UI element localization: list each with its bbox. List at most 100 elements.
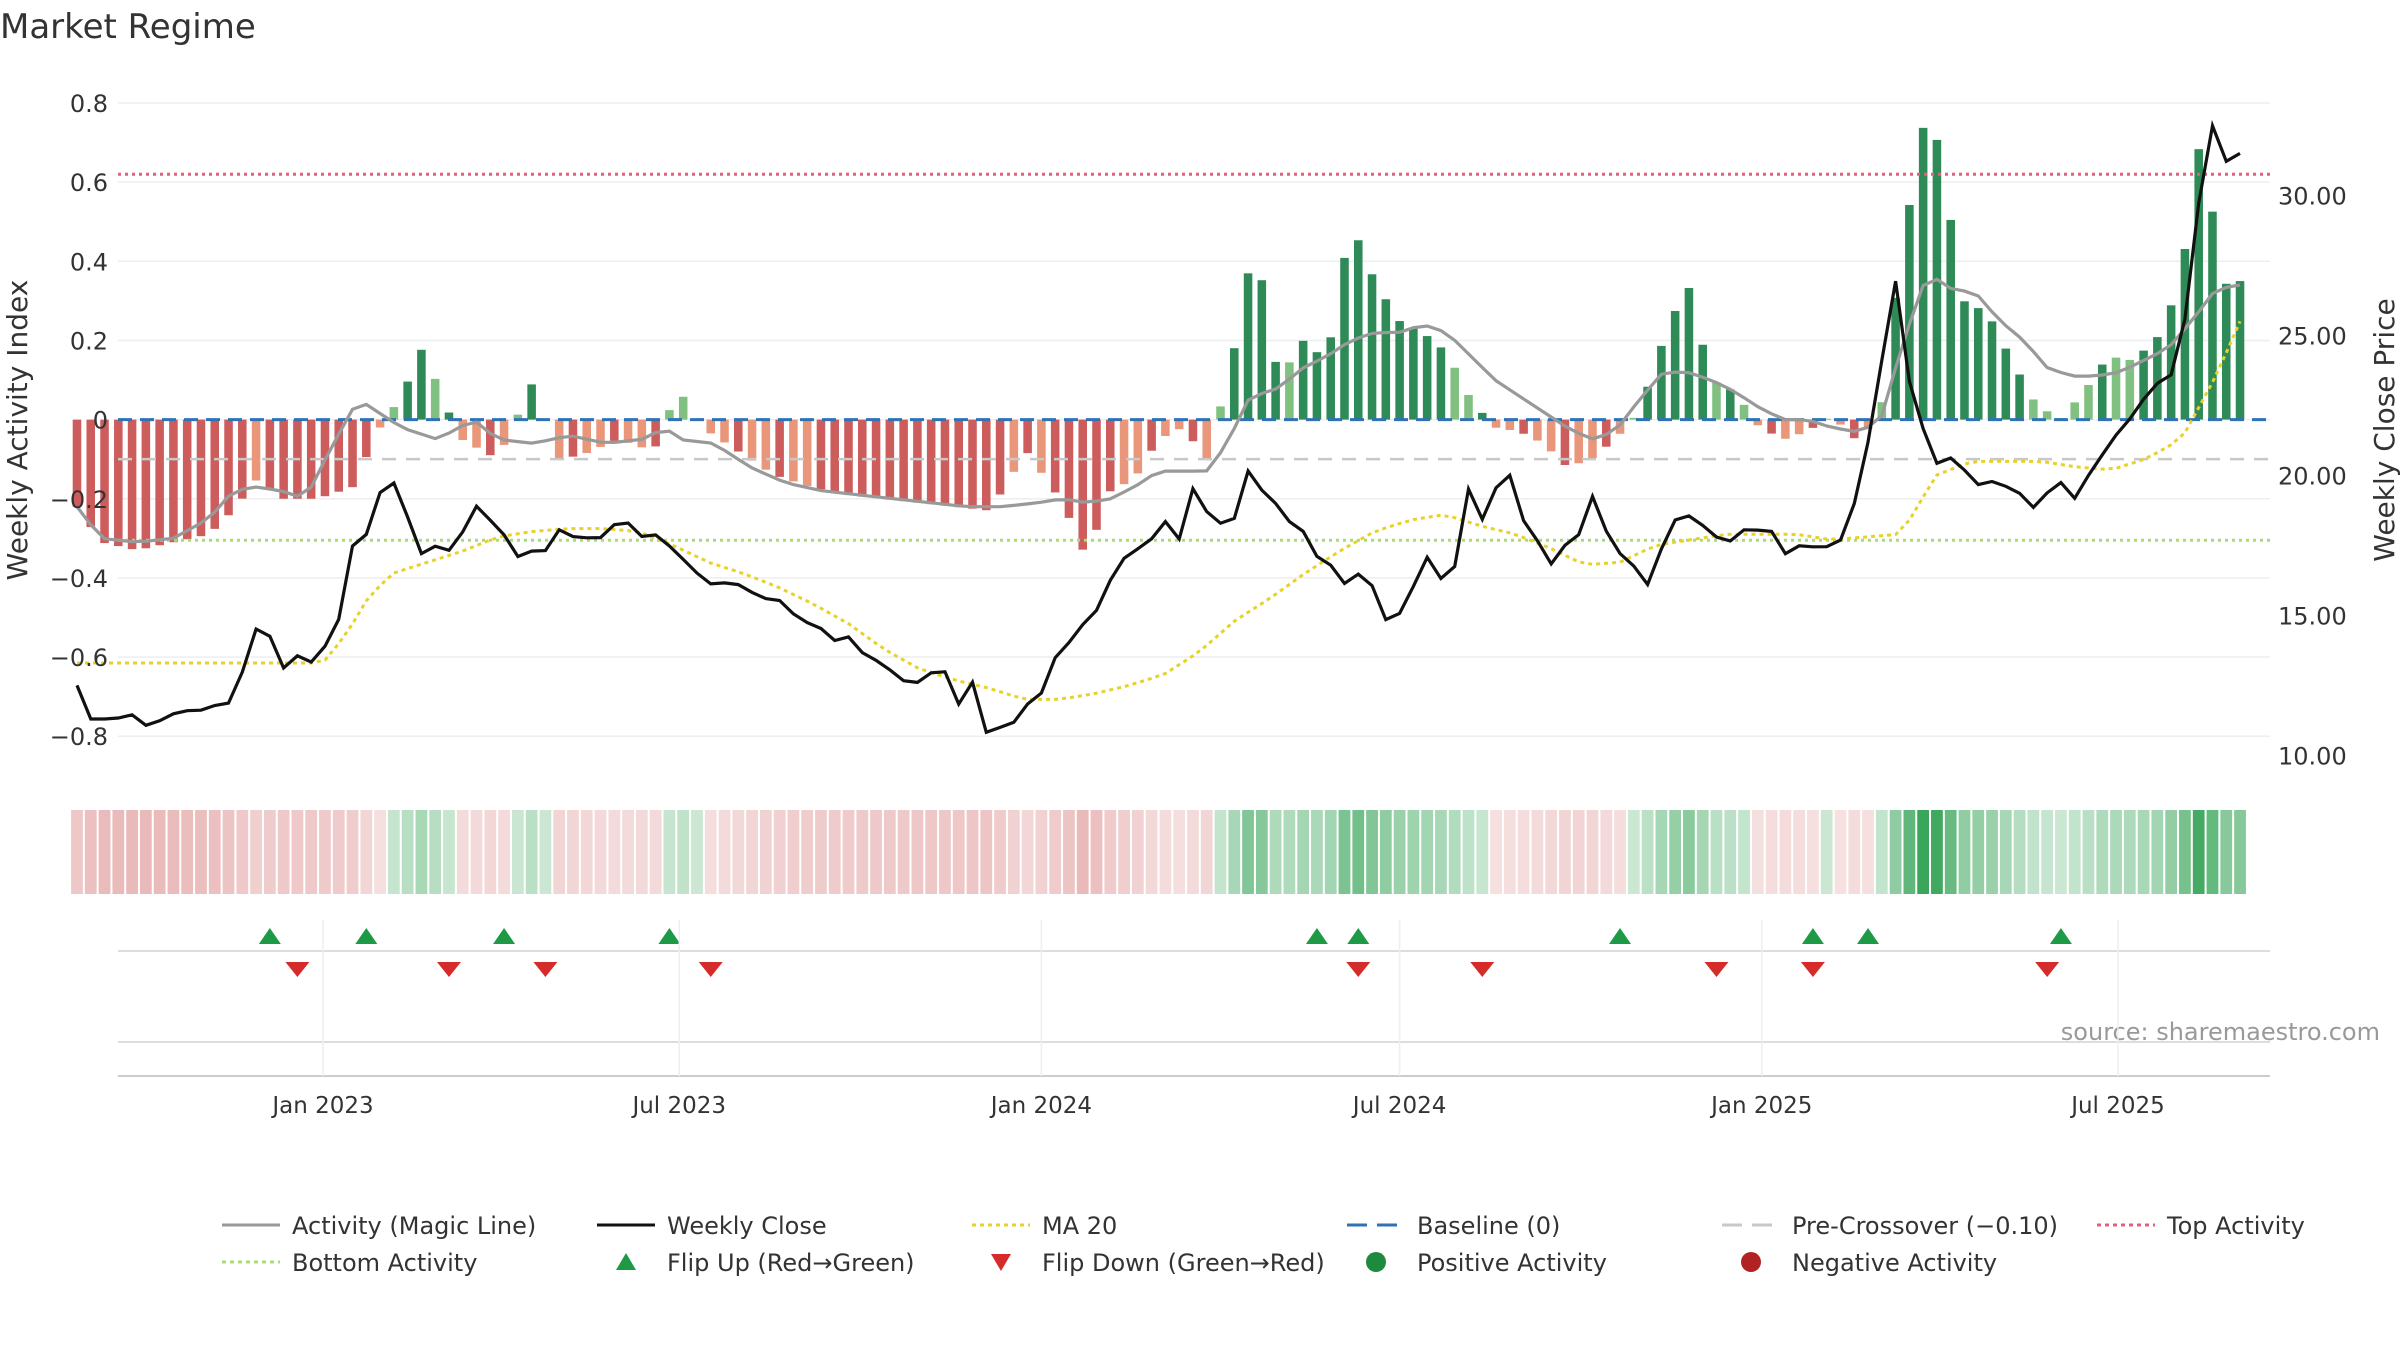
- y-left-tick-label: 0.8: [70, 90, 108, 118]
- activity-bar: [1078, 419, 1087, 550]
- regime-cell: [1931, 810, 1943, 894]
- regime-cell: [181, 810, 194, 894]
- regime-cell: [1407, 810, 1420, 894]
- activity-bar: [430, 378, 440, 420]
- regime-cell: [787, 810, 800, 894]
- activity-bar: [637, 419, 647, 448]
- activity-bar: [2015, 374, 2024, 420]
- regime-cell: [195, 810, 207, 894]
- activity-bar: [2235, 281, 2245, 420]
- x-axis: Jan 2023 Jul 2023 Jan 2024 Jul 2024 Jan 2025…: [118, 920, 2270, 1119]
- activity-bar: [1188, 419, 1198, 442]
- activity-bar: [472, 419, 481, 448]
- regime-cell: [2206, 810, 2219, 894]
- regime-cell: [1269, 810, 1282, 894]
- axis-ticks: −0.8 −0.6 −0.4 −0.2 0 0.2 0.4 0.6 0.8 10.00 15.00 2…: [50, 90, 2347, 770]
- regime-cell: [498, 810, 510, 894]
- magic-line: [75, 277, 2241, 544]
- activity-bar: [1657, 345, 1666, 420]
- regime-cell: [580, 810, 593, 894]
- activity-bar: [1381, 299, 1391, 420]
- activity-bar: [582, 419, 592, 454]
- legend-item: Baseline (0): [1347, 1212, 1560, 1240]
- activity-bar: [2001, 348, 2011, 420]
- activity-bar: [1891, 297, 1900, 420]
- regime-cell: [429, 810, 442, 894]
- y-left-tick-label: −0.4: [50, 565, 108, 593]
- regime-cell: [691, 810, 703, 894]
- activity-bar: [1808, 419, 1818, 428]
- activity-bar: [2042, 411, 2052, 420]
- regime-cell: [842, 810, 855, 894]
- activity-bar: [995, 419, 1005, 495]
- regime-cell: [1311, 810, 1323, 894]
- activity-bar: [1147, 419, 1156, 451]
- activity-bar: [789, 419, 798, 482]
- regime-cell: [250, 810, 262, 894]
- ma20-line: [77, 320, 2242, 701]
- regime-cell: [2165, 810, 2178, 894]
- regime-cell: [2041, 810, 2054, 894]
- regime-cell: [1669, 810, 1682, 894]
- flip-up-marker: [2049, 928, 2072, 944]
- regime-cell: [208, 810, 221, 894]
- activity-bar: [1781, 419, 1790, 439]
- regime-cell: [732, 810, 745, 894]
- activity-bar: [1395, 321, 1404, 420]
- regime-cell: [1586, 810, 1599, 894]
- regime-cell: [925, 810, 938, 894]
- regime-cell: [1462, 810, 1475, 894]
- legend-item: Activity (Magic Line): [222, 1212, 536, 1240]
- regime-cell: [994, 810, 1006, 894]
- y-right-tick-label: 15.00: [2278, 602, 2347, 630]
- regime-cell: [1104, 810, 1117, 894]
- regime-cell: [1572, 810, 1585, 894]
- activity-bar: [486, 419, 495, 456]
- regime-cell: [2151, 810, 2164, 894]
- legend-item: Pre-Crossover (−0.10): [1722, 1212, 2058, 1240]
- regime-cell: [2179, 810, 2191, 894]
- activity-bar: [127, 419, 137, 550]
- activity-bar: [1326, 337, 1335, 420]
- chart-title: Market Regime: [0, 7, 256, 47]
- regime-cell: [332, 810, 345, 894]
- activity-bar: [444, 412, 454, 420]
- regime-cell: [1614, 810, 1626, 894]
- activity-bar: [2180, 249, 2190, 420]
- regime-cell: [1903, 810, 1916, 894]
- activity-bar: [954, 419, 964, 508]
- activity-bar: [389, 407, 399, 420]
- activity-bars: [72, 127, 2245, 550]
- activity-bar: [871, 419, 881, 499]
- x-tick-label: Jan 2024: [989, 1093, 1092, 1119]
- activity-bar: [1106, 419, 1115, 492]
- regime-cell: [1545, 810, 1558, 894]
- flip-up-marker: [1609, 928, 1632, 944]
- regime-cell: [1517, 810, 1530, 894]
- activity-bar: [1161, 419, 1170, 436]
- flip-up-marker: [493, 928, 516, 944]
- activity-bar: [568, 419, 578, 457]
- activity-bar: [169, 419, 178, 543]
- regime-cell: [1476, 810, 1489, 894]
- regime-cell: [1559, 810, 1571, 894]
- activity-bar: [1477, 412, 1487, 420]
- x-tick-label: Jan 2023: [270, 1093, 373, 1119]
- regime-cell: [167, 810, 180, 894]
- regime-cell: [1421, 810, 1434, 894]
- regime-cell: [759, 810, 772, 894]
- regime-cell: [2082, 810, 2095, 894]
- regime-cell: [415, 810, 428, 894]
- activity-bar: [155, 419, 164, 546]
- regime-cell: [1159, 810, 1172, 894]
- activity-bar: [348, 419, 357, 488]
- activity-bar: [1491, 419, 1501, 428]
- regime-cell: [305, 810, 318, 894]
- regime-cell: [1627, 810, 1640, 894]
- activity-bar: [1794, 419, 1804, 435]
- regime-strip: [71, 810, 2246, 894]
- regime-cell: [1076, 810, 1089, 894]
- x-tick-label: Jul 2024: [1351, 1093, 1447, 1119]
- activity-bar: [527, 384, 536, 420]
